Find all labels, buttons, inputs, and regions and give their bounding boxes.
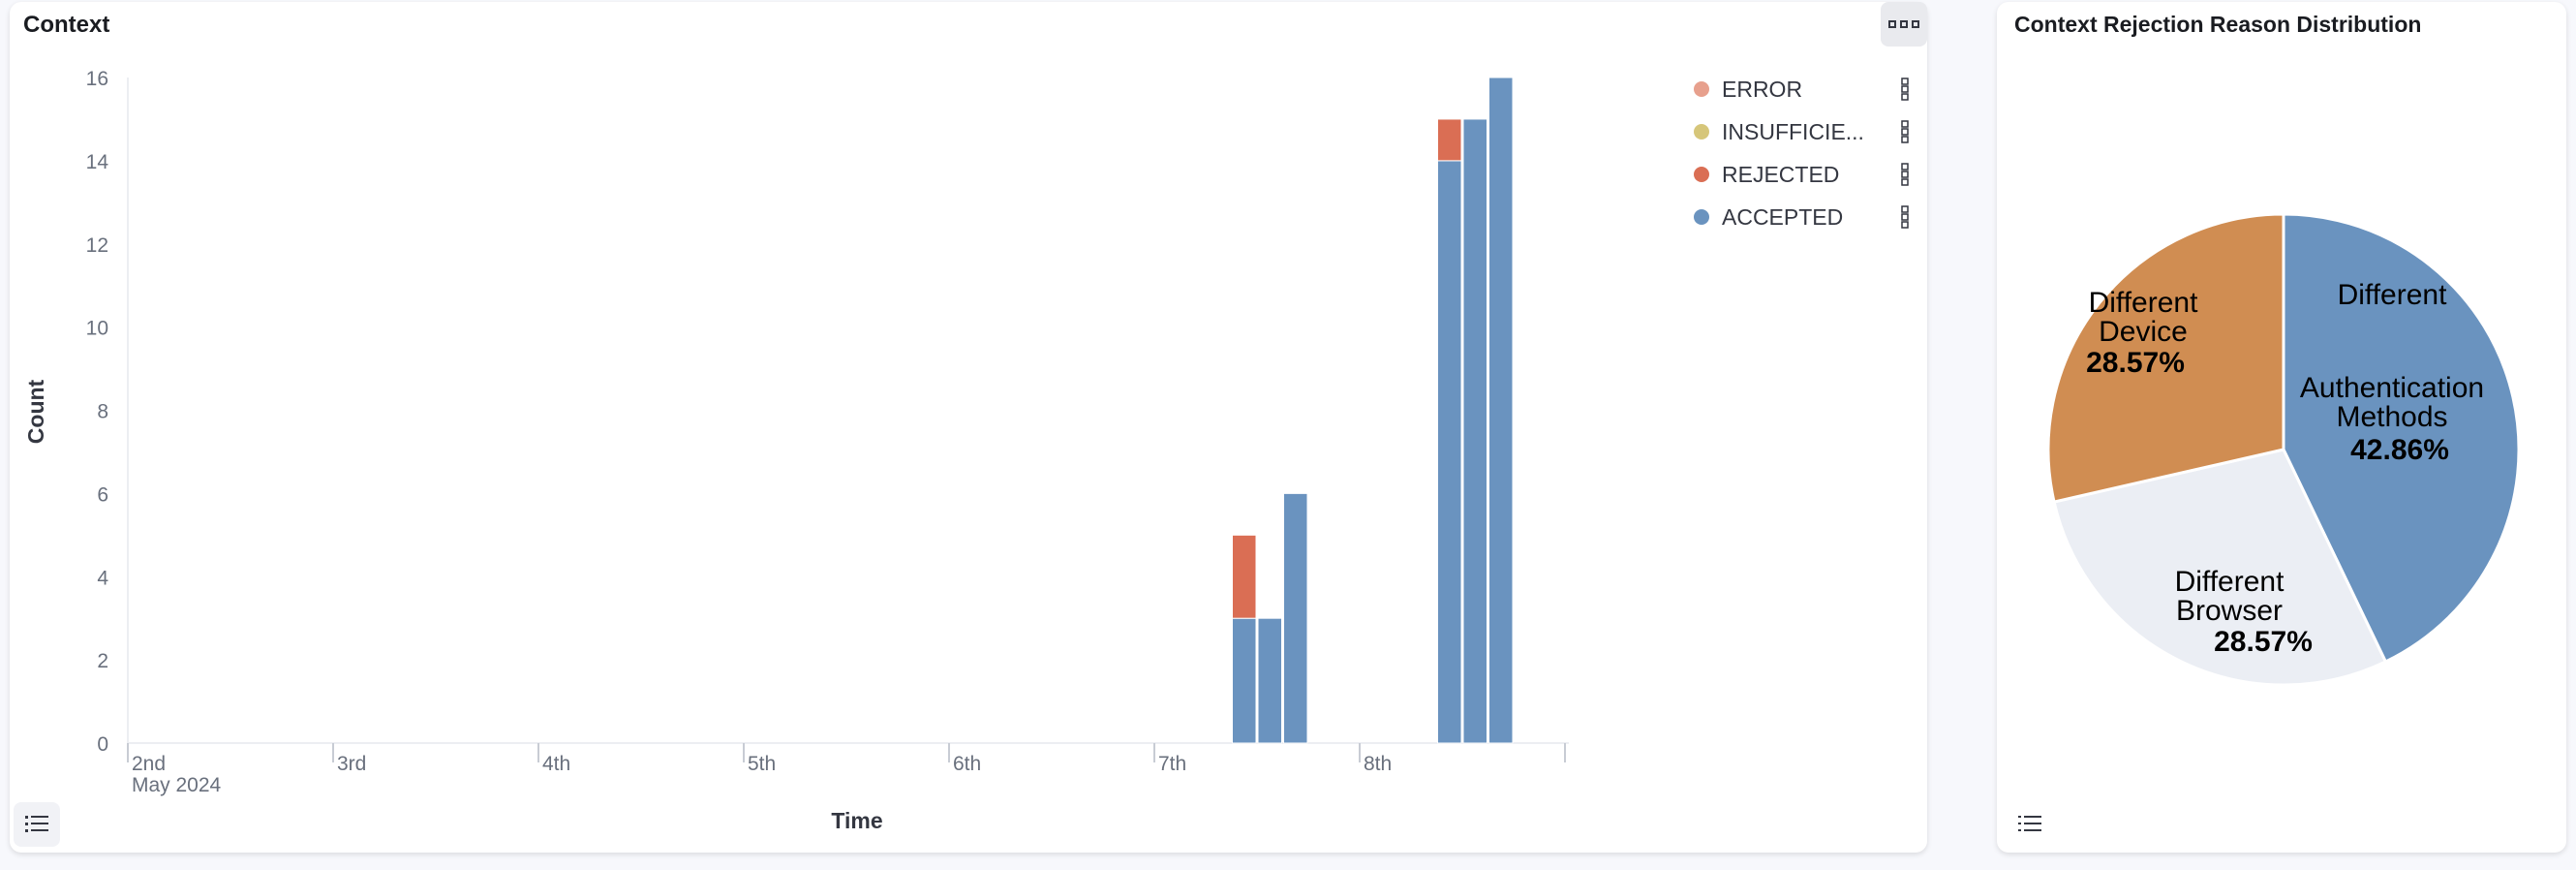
legend-item-error[interactable]: ERROR <box>1694 77 1909 102</box>
bar-accepted <box>1283 492 1308 744</box>
legend-label: ACCEPTED <box>1722 204 1843 230</box>
panel-title: Context <box>23 12 110 38</box>
pie-slice-different-device <box>2046 212 2285 504</box>
ellipsis-box <box>1900 20 1908 28</box>
ellipsis-boxes-icon <box>1888 20 1896 28</box>
legend-dot <box>1694 209 1709 225</box>
pie-percent-label: 42.86% <box>2350 434 2449 466</box>
pie-label: Browser <box>2176 595 2283 627</box>
legend-action-icon <box>1901 213 1909 221</box>
bar-accepted <box>1462 118 1487 744</box>
x-tick-sublabel: May 2024 <box>132 774 222 796</box>
y-tick-label: 4 <box>97 567 108 589</box>
legend-item-insufficie[interactable]: INSUFFICIE... <box>1694 119 1909 144</box>
legend-action-icon <box>1901 78 1909 85</box>
legend-dot <box>1694 81 1709 97</box>
x-tick-label: 2nd <box>132 753 166 775</box>
legend-action-icon <box>1901 221 1909 229</box>
x-tick-label: 3rd <box>337 753 366 775</box>
y-tick-label: 8 <box>97 401 108 423</box>
legend-toggle-button[interactable] <box>2007 802 2053 847</box>
pie-label: Methods <box>2336 401 2447 433</box>
list-icon <box>2018 816 2041 831</box>
legend-label: REJECTED <box>1722 162 1839 187</box>
y-axis-title: Count <box>23 379 48 444</box>
panel-title: Context Rejection Reason Distribution <box>2014 12 2422 37</box>
x-tick-label: 8th <box>1364 753 1392 775</box>
legend-action-icon <box>1901 163 1909 171</box>
legend-action-icon <box>1901 93 1909 101</box>
legend-label: ERROR <box>1722 77 1802 102</box>
legend-action-icon <box>1901 120 1909 128</box>
panel-options-button[interactable] <box>1881 2 1927 47</box>
ellipsis-box <box>1912 20 1919 28</box>
pie-label: Device <box>2099 316 2188 348</box>
pie-slice-different-browser <box>2052 448 2388 687</box>
bar-accepted <box>1257 617 1282 744</box>
legend-toggle-button[interactable] <box>14 802 60 847</box>
pie-percent-label: 28.57% <box>2086 347 2185 379</box>
y-tick-label: 14 <box>86 151 109 173</box>
legend-action-icon <box>1901 85 1909 93</box>
pie-label: Different <box>2089 287 2199 319</box>
context-panel: Context <box>10 2 1927 853</box>
x-tick-label: 5th <box>748 753 776 775</box>
list-icon <box>25 816 48 832</box>
bar-accepted <box>1232 617 1257 744</box>
legend-action-icon <box>1901 205 1909 213</box>
pie-label: Authentication <box>2300 372 2484 404</box>
x-axis-title: Time <box>831 808 882 833</box>
legend-dot <box>1694 167 1709 182</box>
legend-action-icon <box>1901 178 1909 186</box>
x-tick-label: 6th <box>953 753 981 775</box>
y-tick-label: 2 <box>97 650 108 672</box>
pie-slice-different-authentication-methods <box>2282 212 2521 664</box>
legend-action-icon <box>1901 171 1909 178</box>
y-tick-label: 6 <box>97 483 108 506</box>
bar-accepted <box>1437 160 1462 744</box>
bar-rejected <box>1437 118 1462 162</box>
y-tick-label: 12 <box>86 234 108 257</box>
legend-label: INSUFFICIE... <box>1722 119 1864 144</box>
bar-rejected <box>1232 534 1257 619</box>
y-tick-label: 16 <box>86 68 108 90</box>
x-tick-label: 7th <box>1158 753 1186 775</box>
pie-percent-label: 28.57% <box>2214 626 2313 658</box>
pie-label: Different <box>2338 279 2448 311</box>
legend-dot <box>1694 124 1709 140</box>
legend-action-icon <box>1901 136 1909 143</box>
legend-item-rejected[interactable]: REJECTED <box>1694 162 1909 187</box>
x-tick-label: 4th <box>542 753 570 775</box>
legend-action-icon <box>1901 128 1909 136</box>
bar-accepted <box>1488 77 1514 744</box>
legend-item-accepted[interactable]: ACCEPTED <box>1694 204 1909 230</box>
pie-label: Different <box>2175 566 2285 598</box>
y-tick-label: 10 <box>86 318 108 340</box>
y-tick-label: 0 <box>97 733 108 756</box>
